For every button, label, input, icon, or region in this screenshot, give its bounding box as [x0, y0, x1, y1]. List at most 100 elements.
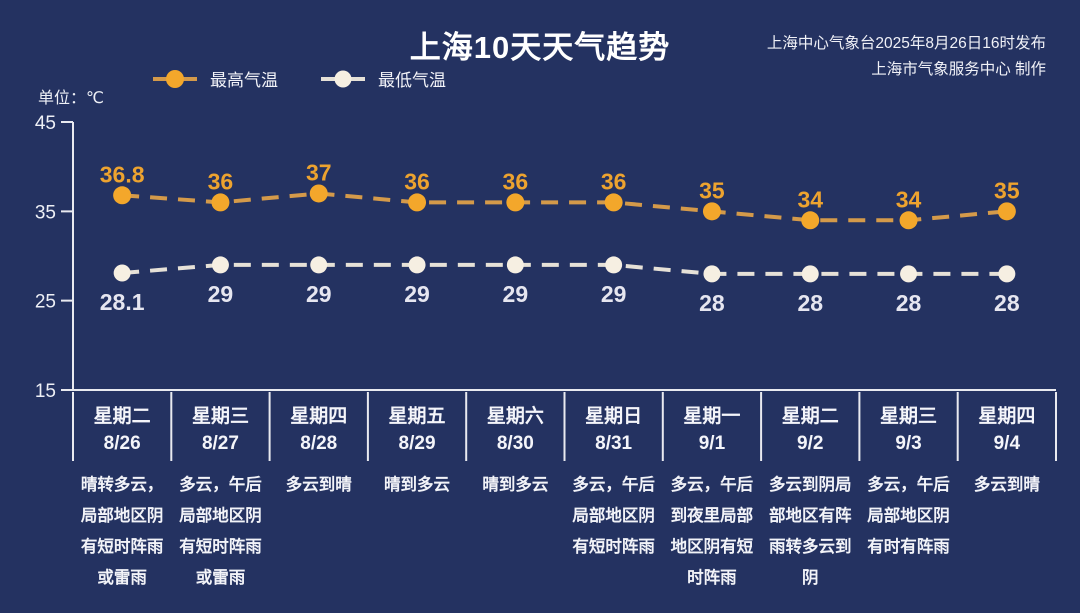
max-temp-point: [309, 184, 328, 203]
date-label: 8/27: [201, 433, 239, 454]
min-temp-value-label: 28: [797, 290, 823, 316]
max-temp-value-label: 35: [994, 177, 1020, 203]
max-temp-value-label: 37: [306, 159, 332, 185]
weather-description: 多云，午后局部地区阴有时有阵雨: [867, 476, 950, 556]
min-temp-value-label: 29: [208, 281, 234, 307]
date-label: 8/30: [496, 433, 534, 454]
max-temp-line: [122, 191, 1008, 223]
date-label: 9/2: [797, 433, 824, 454]
source-line-producer: 上海市气象服务中心 制作: [871, 61, 1046, 78]
weekday-label: 星期一: [683, 406, 741, 427]
min-temp-value-label: 29: [503, 281, 529, 307]
max-temp-value-label: 36: [404, 168, 430, 194]
unit-label: 单位：℃: [38, 90, 104, 107]
day-column: 星期一 9/1 多云，午后到夜里局部地区阴有短时阵雨: [663, 401, 761, 594]
max-temp-value-label: 34: [797, 186, 823, 212]
weekday-label: 星期日: [585, 406, 643, 427]
min-temp-value-label: 29: [404, 281, 430, 307]
max-temp-point: [604, 193, 623, 212]
source-line-issued: 上海中心气象台2025年8月26日16时发布: [766, 35, 1046, 52]
day-column: 星期二 8/26 晴转多云，局部地区阴有短时阵雨或雷雨: [73, 401, 171, 594]
weekday-label: 星期二: [93, 406, 151, 427]
date-label: 8/29: [398, 433, 436, 454]
weather-description: 晴到多云: [384, 476, 451, 494]
y-tick-label: 35: [35, 202, 56, 223]
min-temp-value-label: 29: [601, 281, 627, 307]
max-temp-point: [211, 193, 230, 212]
date-label: 8/31: [595, 433, 633, 454]
max-temp-point: [408, 193, 427, 212]
day-column: 星期六 8/30 晴到多云: [466, 401, 564, 594]
weather-description: 多云到晴: [285, 476, 352, 494]
legend-label-min-temp: 最低气温: [378, 71, 446, 90]
legend-item-min-temp: 最低气温: [320, 66, 446, 91]
min-temp-marker-icon: [321, 70, 365, 87]
day-column: 星期二 9/2 多云到阴局部地区有阵雨转多云到阴: [761, 401, 859, 594]
min-temp-point: [900, 265, 918, 283]
date-label: 8/28: [300, 433, 338, 454]
max-temp-value-label: 36: [208, 168, 234, 194]
max-temp-marker-icon: [153, 69, 197, 88]
day-column: 星期四 9/4 多云到晴: [958, 401, 1056, 594]
weekday-label: 星期二: [781, 406, 839, 427]
legend-item-max-temp: 最高气温: [152, 66, 278, 91]
max-temp-point: [997, 202, 1016, 221]
max-temp-point: [899, 211, 918, 230]
min-temp-point: [408, 256, 426, 274]
page-title: 上海10天天气趋势: [409, 30, 671, 65]
min-temp-point: [506, 256, 524, 274]
day-column: 星期四 8/28 多云到晴: [270, 401, 368, 594]
weather-description: 多云，午后局部地区阴有短时阵雨或雷雨: [179, 476, 262, 587]
weekday-label: 星期三: [880, 406, 938, 427]
min-temp-value-label: 28: [699, 290, 725, 316]
weather-description: 晴转多云，局部地区阴有短时阵雨或雷雨: [80, 476, 164, 587]
max-temp-point: [702, 202, 721, 221]
max-temp-point: [506, 193, 525, 212]
day-column: 星期三 8/27 多云，午后局部地区阴有短时阵雨或雷雨: [171, 401, 269, 594]
weather-description: 多云，午后到夜里局部地区阴有短时阵雨: [670, 476, 754, 587]
y-tick-label: 15: [35, 381, 56, 402]
legend: 最高气温 最低气温: [152, 66, 446, 91]
max-temp-value-label: 35: [699, 177, 725, 203]
min-temp-point: [605, 256, 623, 274]
max-temp-value-label: 36: [503, 168, 529, 194]
max-temp-value-label: 34: [896, 186, 922, 212]
max-temp-value-label: 36: [601, 168, 627, 194]
weather-description: 多云到晴: [973, 476, 1040, 494]
day-column: 星期日 8/31 多云，午后局部地区阴有短时阵雨: [564, 401, 662, 594]
weather-description: 多云到阴局部地区有阵雨转多云到阴: [768, 476, 852, 587]
min-temp-value-label: 28.1: [100, 289, 145, 315]
min-temp-point: [310, 256, 328, 274]
min-temp-point: [703, 265, 721, 283]
min-temp-value-label: 29: [306, 281, 332, 307]
weekday-label: 星期三: [191, 406, 249, 427]
day-column: 星期五 8/29 晴到多云: [368, 401, 466, 594]
weekday-label: 星期六: [486, 406, 544, 427]
weather-description: 多云，午后局部地区阴有短时阵雨: [572, 476, 655, 556]
weekday-label: 星期四: [978, 406, 1036, 427]
min-temp-value-label: 28: [896, 290, 922, 316]
day-columns: 星期二 8/26 晴转多云，局部地区阴有短时阵雨或雷雨 星期三 8/27 多云，午后局部地…: [73, 401, 1056, 594]
y-tick-label: 25: [35, 292, 56, 313]
source-attribution: 上海中心气象台2025年8月26日16时发布 上海市气象服务中心 制作: [767, 31, 1046, 83]
min-temp-point: [211, 256, 229, 274]
day-column: 星期三 9/3 多云，午后局部地区阴有时有阵雨: [859, 401, 957, 594]
max-temp-point: [113, 186, 132, 205]
min-temp-point: [998, 265, 1016, 283]
max-temp-point: [801, 211, 820, 230]
weekday-label: 星期四: [290, 406, 348, 427]
max-temp-value-label: 36.8: [100, 161, 145, 187]
min-temp-point: [801, 265, 819, 283]
legend-label-max-temp: 最高气温: [210, 71, 278, 90]
weekday-label: 星期五: [388, 406, 446, 427]
date-label: 9/4: [993, 433, 1021, 454]
date-label: 9/3: [895, 433, 922, 454]
y-tick-label: 45: [35, 113, 56, 134]
weather-description: 晴到多云: [482, 476, 549, 494]
axis-frame: [61, 121, 1057, 461]
min-temp-value-label: 28: [994, 290, 1020, 316]
date-label: 9/1: [698, 433, 726, 454]
date-label: 8/26: [103, 433, 141, 454]
